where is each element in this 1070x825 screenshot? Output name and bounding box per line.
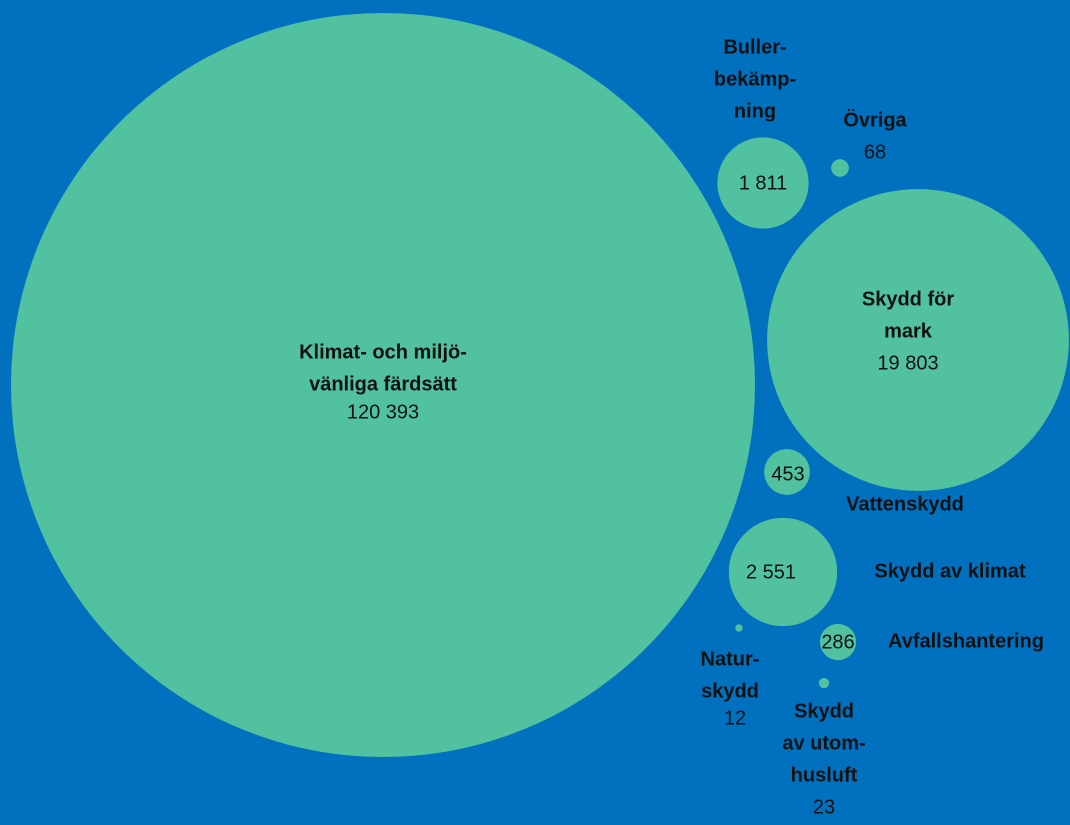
bubble [11,13,755,757]
bubble-name: skydd [701,680,759,702]
value-label: 286 [821,631,854,653]
bubble-name: Klimat- och miljö- [299,341,467,363]
bubble-name: Avfallshantering [888,630,1044,652]
value-label: 68 [864,141,886,163]
bubble-name: Skydd [794,700,854,722]
bubble-name: mark [884,320,933,342]
bubble-name: Vattenskydd [846,493,964,515]
bubble-name: Skydd för [862,288,954,310]
bubble-name: Natur- [701,648,760,670]
value-label: 453 [771,463,804,485]
value-label: 120 393 [347,401,419,423]
bubble [818,677,830,689]
bubble-name: Skydd av klimat [874,560,1026,582]
bubble [764,449,810,495]
bubble-name: Övriga [843,108,907,131]
value-label: 2 551 [746,561,796,583]
bubble [728,517,838,627]
bubble-name: av utom- [782,732,865,754]
bubble-name: ning [734,100,776,122]
value-label: 19 803 [877,352,938,374]
value-label: 12 [724,707,746,729]
bubble-name: bekämp- [714,68,796,90]
bubble [831,159,849,177]
bubble-name: vänliga färdsätt [309,373,457,395]
bubble [735,624,743,632]
bubble [819,623,857,661]
bubble-name: husluft [791,764,858,786]
value-label: 23 [813,796,835,818]
bubble [717,137,809,229]
bubble [767,189,1069,491]
bubble-name: Buller- [723,36,786,58]
value-label: 1 811 [739,172,788,194]
